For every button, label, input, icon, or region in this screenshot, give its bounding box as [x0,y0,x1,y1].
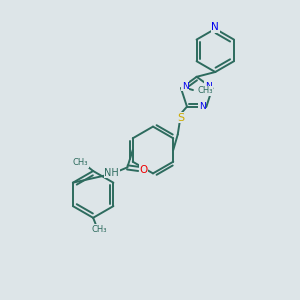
Text: S: S [177,112,184,123]
Text: CH₃: CH₃ [73,158,88,167]
Text: NH: NH [104,168,119,178]
Text: O: O [140,165,148,175]
Text: N: N [205,82,211,91]
Text: CH₃: CH₃ [197,86,213,95]
Text: CH₃: CH₃ [92,225,107,234]
Text: N: N [182,82,188,91]
Text: N: N [212,22,219,32]
Text: N: N [199,102,206,111]
